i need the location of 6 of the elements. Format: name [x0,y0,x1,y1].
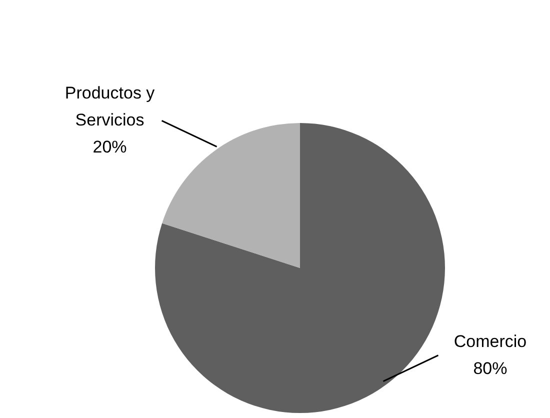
data-label: 20% [92,138,127,157]
slice-label: Comercio [454,332,527,351]
data-label: 80% [473,358,508,378]
slice-label: Productos y Servicios [64,84,156,130]
pie-slice [162,123,300,268]
pie-slice [155,123,445,413]
